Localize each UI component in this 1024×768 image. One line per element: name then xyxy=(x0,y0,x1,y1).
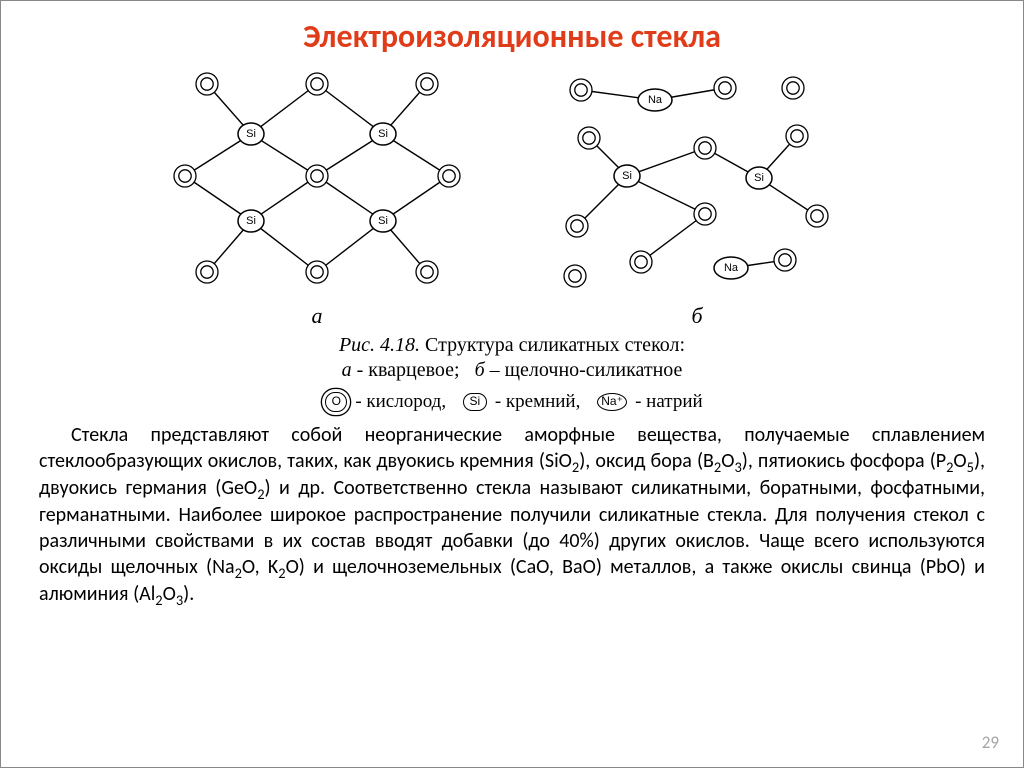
legend: O - кислород, Si - кремний, Na⁺ - натрий xyxy=(1,389,1023,413)
figure-caption: Рис. 4.18. Структура силикатных стекол: … xyxy=(1,333,1023,383)
legend-o: O - кислород, xyxy=(321,391,446,413)
legend-si-text: - кремний, xyxy=(495,391,581,413)
caption-line1: Структура силикатных стекол: xyxy=(420,334,685,356)
diagram-b-wrap: Si Si Na Na б xyxy=(537,66,857,329)
legend-na: Na⁺ - натрий xyxy=(593,391,703,413)
diagram-a: Si Si Si Si xyxy=(167,66,467,296)
diagram-a-wrap: Si Si Si Si а xyxy=(167,66,467,329)
page-title: Электроизоляционные стекла xyxy=(1,1,1023,64)
svg-text:Si: Si xyxy=(378,128,388,140)
caption-line2: а - кварцевое; б – щелочно-силикатное xyxy=(342,359,683,381)
svg-text:Si: Si xyxy=(246,215,256,227)
figure-number: Рис. 4.18. xyxy=(339,334,420,356)
legend-si: Si - кремний, xyxy=(459,391,581,413)
legend-o-symbol: O xyxy=(325,392,347,412)
legend-si-symbol: Si xyxy=(463,393,487,411)
legend-na-symbol: Na⁺ xyxy=(597,393,627,411)
legend-o-text: - кислород, xyxy=(355,391,446,413)
diagram-b: Si Si Na Na xyxy=(537,66,857,296)
svg-text:Na: Na xyxy=(648,94,663,106)
page-number: 29 xyxy=(982,732,999,753)
body-paragraph: Стекла представляют собой неорганические… xyxy=(1,413,1023,610)
svg-text:Si: Si xyxy=(622,170,632,182)
diagram-b-label: б xyxy=(537,303,857,329)
svg-text:Na: Na xyxy=(724,262,739,274)
svg-text:Si: Si xyxy=(378,215,388,227)
legend-na-text: - натрий xyxy=(635,391,703,413)
svg-text:Si: Si xyxy=(246,128,256,140)
svg-text:Si: Si xyxy=(754,172,764,184)
diagram-a-label: а xyxy=(167,303,467,329)
diagram-row: Si Si Si Si а Si Si Na Na б xyxy=(1,66,1023,329)
